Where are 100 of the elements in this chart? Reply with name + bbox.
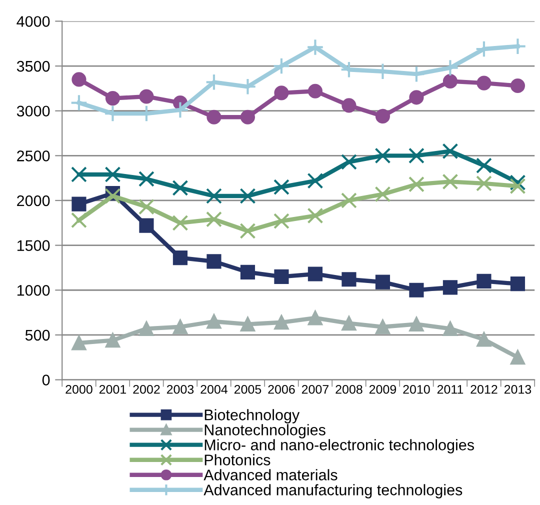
point bbox=[408, 148, 424, 164]
point bbox=[240, 316, 256, 332]
y-tick-label: 0 bbox=[42, 374, 50, 386]
point bbox=[375, 274, 390, 290]
point bbox=[510, 276, 526, 292]
point bbox=[476, 332, 492, 347]
point bbox=[70, 212, 87, 228]
point bbox=[206, 314, 222, 329]
legend-label: Advanced manufacturing technologies bbox=[204, 484, 462, 498]
point bbox=[273, 213, 290, 230]
y-tick-label: 2500 bbox=[17, 150, 50, 162]
point bbox=[308, 84, 323, 98]
point bbox=[70, 166, 87, 182]
point bbox=[206, 254, 222, 269]
point bbox=[206, 110, 222, 124]
point bbox=[104, 166, 121, 182]
point bbox=[442, 143, 458, 160]
point bbox=[409, 282, 424, 298]
point bbox=[240, 188, 256, 204]
point bbox=[374, 186, 391, 202]
point bbox=[306, 38, 324, 56]
point bbox=[139, 89, 154, 104]
legend-label: Nanotechnologies bbox=[204, 424, 326, 438]
point bbox=[340, 154, 357, 170]
x-tick-label: 2002 bbox=[133, 384, 160, 394]
x-tick-label: 2001 bbox=[99, 384, 126, 394]
x-tick-label: 2008 bbox=[336, 384, 362, 394]
point bbox=[239, 78, 256, 96]
point bbox=[205, 73, 223, 91]
point bbox=[105, 333, 120, 348]
point bbox=[409, 90, 424, 105]
x-tick-label: 2006 bbox=[268, 384, 295, 394]
x-tick-label: 2010 bbox=[403, 384, 430, 394]
point bbox=[408, 176, 424, 192]
point bbox=[172, 320, 188, 334]
point bbox=[274, 269, 289, 284]
point bbox=[206, 188, 222, 204]
point bbox=[138, 170, 154, 187]
point bbox=[138, 198, 154, 215]
y-tick-label: 500 bbox=[25, 330, 50, 341]
point bbox=[272, 57, 290, 75]
point bbox=[340, 192, 357, 208]
point bbox=[510, 178, 526, 194]
x-tick-label: 2009 bbox=[369, 384, 396, 394]
point bbox=[476, 175, 492, 192]
point bbox=[442, 321, 458, 336]
x-tick-label: 2007 bbox=[302, 384, 329, 394]
point bbox=[510, 174, 526, 191]
legend-label: Biotechnology bbox=[204, 409, 300, 424]
point bbox=[104, 188, 121, 204]
point bbox=[172, 101, 189, 119]
point bbox=[342, 98, 356, 113]
point bbox=[476, 274, 492, 288]
point bbox=[308, 266, 323, 282]
x-tick-label: 2013 bbox=[504, 384, 532, 394]
y-tick-label: 3500 bbox=[16, 60, 50, 72]
point bbox=[70, 94, 88, 112]
x-tick-label: 2011 bbox=[437, 384, 464, 394]
point bbox=[105, 91, 120, 106]
point bbox=[342, 316, 356, 331]
point bbox=[273, 179, 290, 196]
point bbox=[274, 86, 289, 100]
point bbox=[240, 110, 256, 124]
point bbox=[476, 76, 492, 90]
point bbox=[442, 280, 458, 295]
point bbox=[409, 316, 424, 332]
y-tick-label: 2000 bbox=[17, 195, 50, 206]
point bbox=[172, 214, 188, 231]
point bbox=[308, 310, 323, 326]
point bbox=[274, 315, 289, 330]
x-tick-label: 2005 bbox=[234, 384, 262, 394]
x-tick-label: 2003 bbox=[166, 384, 194, 394]
point bbox=[375, 108, 390, 124]
point bbox=[442, 74, 458, 89]
point bbox=[510, 350, 526, 365]
point bbox=[72, 196, 86, 212]
point bbox=[442, 59, 459, 77]
point bbox=[72, 336, 86, 350]
legend-label: Advanced materials bbox=[204, 469, 338, 480]
point bbox=[342, 272, 356, 287]
x-tick-label: 2004 bbox=[200, 384, 228, 394]
point bbox=[206, 211, 222, 228]
point bbox=[240, 264, 256, 280]
point bbox=[172, 250, 188, 266]
y-tick-label: 1000 bbox=[17, 284, 50, 296]
legend-label: Micro- and nano-electronic technologies bbox=[204, 439, 474, 454]
point bbox=[172, 180, 188, 196]
point bbox=[510, 78, 526, 94]
y-tick-label: 1500 bbox=[17, 240, 50, 251]
point bbox=[476, 158, 492, 174]
x-tick-label: 2000 bbox=[66, 384, 92, 394]
point bbox=[307, 208, 324, 224]
y-tick-label: 3000 bbox=[16, 106, 50, 117]
x-tick-label: 2012 bbox=[470, 384, 498, 394]
point bbox=[307, 172, 324, 189]
point bbox=[240, 222, 256, 239]
point bbox=[374, 148, 391, 164]
legend-label: Photonics bbox=[204, 454, 270, 466]
point bbox=[139, 321, 154, 336]
y-tick-label: 4000 bbox=[16, 16, 50, 27]
